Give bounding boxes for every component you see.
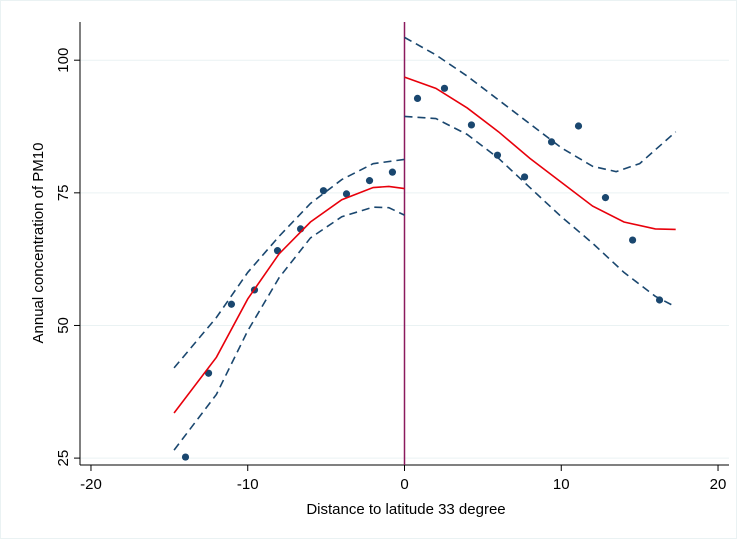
fit-line: [173, 185, 405, 414]
data-point: [388, 168, 397, 176]
y-tick-label: 100: [55, 48, 72, 73]
x-axis-title: Distance to latitude 33 degree: [306, 501, 505, 518]
data-point: [493, 151, 502, 159]
data-point: [601, 194, 610, 202]
data-point: [467, 121, 476, 129]
x-tick-label: 0: [400, 476, 408, 493]
data-point: [520, 173, 529, 181]
fit-line: [404, 76, 676, 231]
y-tick-label: 25: [55, 450, 72, 467]
x-tick-label: 20: [710, 476, 727, 493]
data-point: [628, 236, 637, 244]
data-point: [204, 369, 213, 377]
data-point: [365, 177, 374, 185]
y-tick-label: 75: [55, 184, 72, 201]
x-tick-label: -20: [80, 476, 102, 493]
data-point: [440, 84, 449, 92]
data-point: [227, 300, 236, 308]
data-point: [273, 247, 282, 255]
y-tick-label: 50: [55, 317, 72, 334]
data-point: [413, 94, 422, 102]
data-point: [342, 190, 351, 198]
confidence-line: [173, 206, 405, 451]
y-axis-title: Annual concentration of PM10: [30, 143, 47, 344]
data-point: [547, 138, 556, 146]
data-point: [319, 187, 328, 195]
data-point: [181, 453, 190, 461]
confidence-line: [404, 115, 677, 308]
x-tick-label: 10: [553, 476, 570, 493]
confidence-line: [404, 36, 677, 173]
data-point: [574, 122, 583, 130]
x-tick-label: -10: [237, 476, 259, 493]
